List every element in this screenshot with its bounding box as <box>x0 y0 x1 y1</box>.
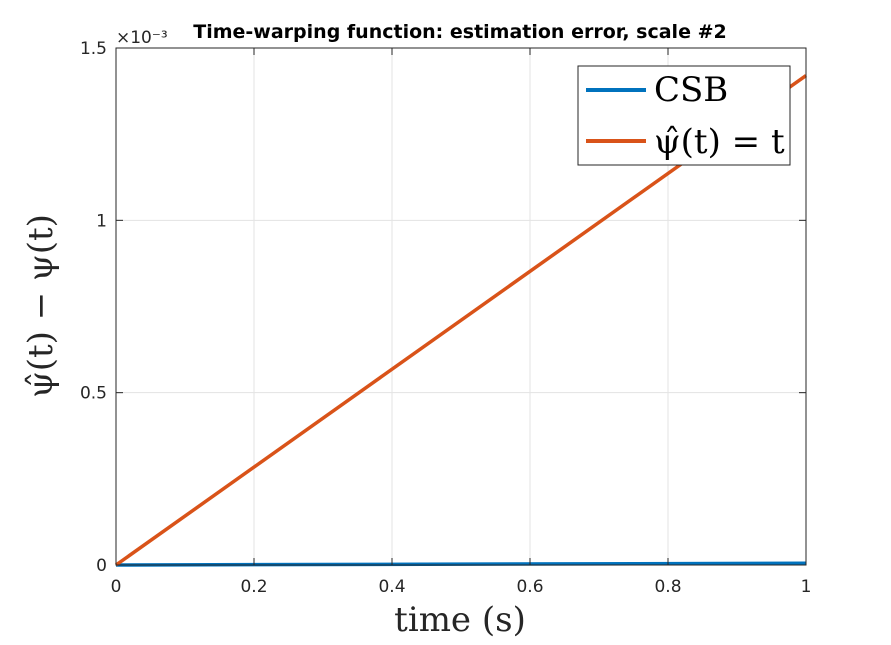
x-tick-label: 1 <box>801 577 812 597</box>
legend-box <box>577 65 791 166</box>
x-axis-label: time (s) <box>394 600 526 640</box>
y-tick-label: 1.5 <box>80 39 107 59</box>
legend-label-identity: ψ̂(t) = t <box>654 122 785 162</box>
ticks <box>115 47 807 566</box>
legend: CSB ψ̂(t) = t <box>577 65 791 166</box>
y-exponent: ×10⁻³ <box>116 28 168 48</box>
chart-title: Time-warping function: estimation error,… <box>193 21 726 43</box>
y-axis-label: ψ̂(t) − ψ(t) <box>21 214 61 398</box>
tick-labels: 0 0.2 0.4 0.6 0.8 1 0 0.5 1 1.5 <box>80 39 811 597</box>
y-tick-label: 1 <box>96 211 107 231</box>
plot-frame <box>115 47 807 566</box>
x-tick-label: 0.6 <box>516 577 543 597</box>
x-tick-label: 0.8 <box>654 577 681 597</box>
x-tick-label: 0.2 <box>240 577 267 597</box>
y-tick-label: 0 <box>96 556 107 576</box>
y-tick-label: 0.5 <box>80 384 107 404</box>
legend-label-csb: CSB <box>654 70 728 110</box>
x-tick-label: 0.4 <box>378 577 405 597</box>
x-tick-label: 0 <box>111 577 122 597</box>
